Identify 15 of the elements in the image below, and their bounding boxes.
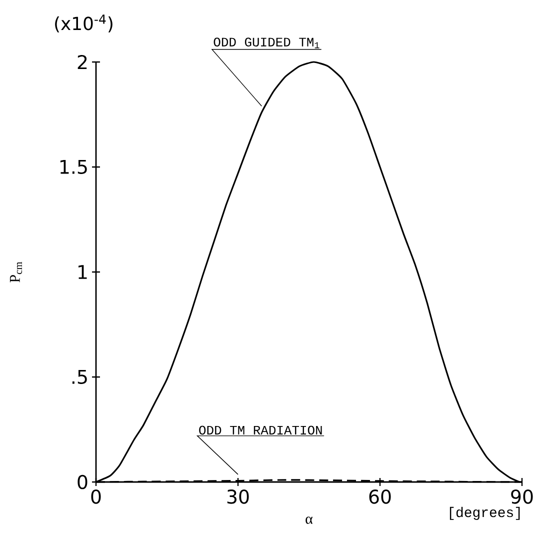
x-tick-label: 0 <box>91 490 101 504</box>
x-tick-label: 90 <box>511 490 533 504</box>
text: [degrees] <box>450 506 520 520</box>
text: ODD TM RADIATION <box>199 426 322 435</box>
y-axis-title: P$_{cm}$ <box>10 262 22 282</box>
y-tick-label: .5 <box>72 370 87 384</box>
x-tick-label: 30 <box>227 490 249 504</box>
y-tick-label: 0 <box>78 474 88 490</box>
text: (x10$^{-4}$) <box>55 14 112 32</box>
x-axis-title: α <box>306 516 313 524</box>
y-tick-label: 1.5 <box>60 160 87 174</box>
series-label: ODD GUIDED TM$_{1}$ <box>214 38 320 48</box>
y-tick-label: 2 <box>78 54 87 70</box>
x-tick-label: 60 <box>369 490 391 504</box>
y-tick-label: 1 <box>78 265 87 279</box>
